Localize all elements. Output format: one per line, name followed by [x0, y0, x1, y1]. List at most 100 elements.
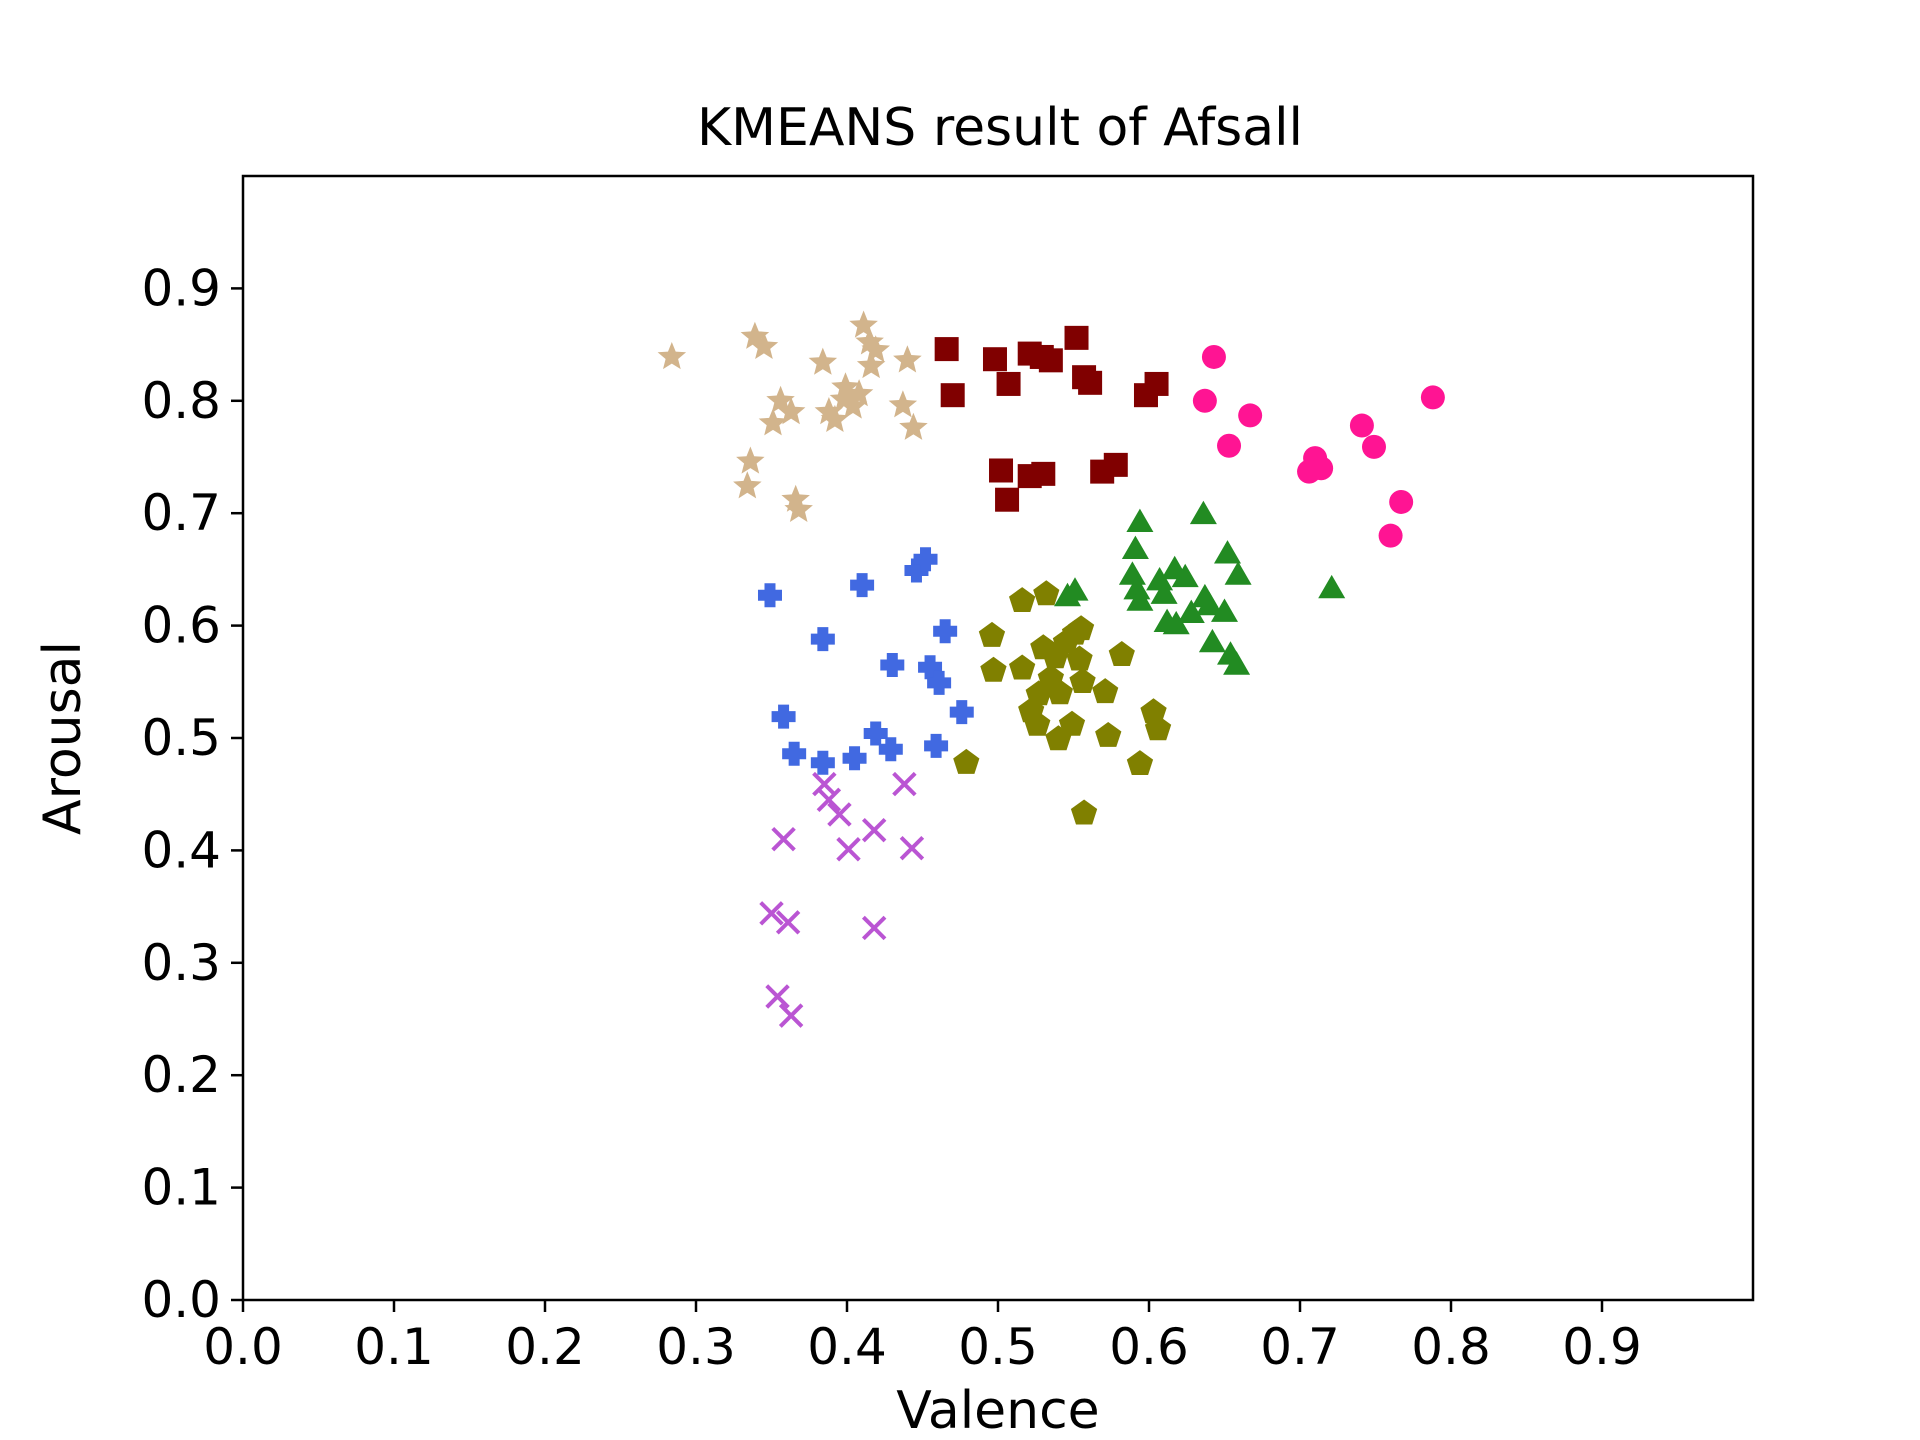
- data-point: [775, 910, 801, 935]
- data-point: [759, 901, 784, 926]
- chart-title: KMEANS result of Afsall: [697, 98, 1303, 158]
- y-axis-label: Arousal: [33, 641, 93, 835]
- data-point: [934, 337, 959, 362]
- y-tick-label: 0.6: [141, 597, 221, 655]
- data-point: [850, 573, 875, 598]
- x-tick-label: 0.8: [1411, 1318, 1491, 1376]
- data-point: [1171, 563, 1199, 588]
- y-tick-label: 0.7: [141, 484, 221, 542]
- data-point: [1192, 388, 1217, 413]
- plot-area-frame: [241, 174, 1755, 1302]
- data-point: [784, 494, 813, 522]
- data-point: [855, 327, 884, 355]
- y-tick-label: 0.5: [141, 709, 221, 767]
- data-point: [861, 335, 890, 363]
- x-tick-label: 0.5: [958, 1318, 1038, 1376]
- data-point: [995, 487, 1020, 512]
- data-point: [1121, 535, 1149, 559]
- data-point: [1095, 722, 1122, 747]
- data-point: [888, 390, 918, 418]
- data-point: [771, 826, 796, 852]
- y-tick-label: 0.8: [141, 372, 221, 430]
- data-point: [1070, 799, 1098, 825]
- data-point: [1031, 461, 1056, 486]
- data-point: [1067, 615, 1095, 641]
- data-point: [927, 670, 952, 695]
- data-point: [989, 458, 1014, 483]
- data-point: [1217, 433, 1242, 458]
- data-point: [733, 471, 762, 499]
- data-point: [1126, 508, 1154, 532]
- data-point: [1126, 587, 1154, 611]
- x-tick-label: 0.3: [656, 1318, 736, 1376]
- data-point: [778, 1003, 804, 1028]
- data-point: [1162, 610, 1190, 635]
- data-point: [924, 733, 949, 758]
- series-triangle: [1054, 500, 1346, 675]
- data-point: [844, 379, 874, 407]
- data-point: [1058, 710, 1086, 736]
- y-tick-label: 0.4: [141, 821, 221, 879]
- data-point: [1420, 385, 1445, 410]
- data-point: [1038, 348, 1063, 373]
- data-point: [899, 412, 928, 440]
- data-point: [933, 619, 958, 644]
- x-axis-label: Valence: [896, 1381, 1099, 1440]
- data-point: [842, 746, 867, 771]
- data-point: [765, 984, 790, 1009]
- data-point: [1195, 591, 1223, 616]
- data-point: [1009, 587, 1036, 612]
- data-point: [918, 655, 943, 680]
- data-point: [996, 371, 1021, 396]
- series-pentagon: [953, 580, 1172, 825]
- data-point: [810, 750, 835, 775]
- data-point: [1378, 523, 1403, 548]
- data-point: [982, 347, 1007, 372]
- x-tick-label: 0.4: [807, 1318, 887, 1376]
- data-point: [808, 347, 838, 375]
- data-point: [940, 383, 965, 408]
- data-point: [953, 748, 980, 774]
- y-tick-label: 0.1: [141, 1159, 221, 1217]
- data-point: [1069, 668, 1096, 693]
- x-tick-label: 0.0: [203, 1318, 283, 1376]
- data-point: [861, 915, 887, 941]
- y-tick-label: 0.2: [141, 1046, 221, 1104]
- data-point: [1214, 540, 1241, 564]
- data-point: [810, 627, 835, 652]
- series-circle: [1192, 344, 1445, 548]
- data-point: [1318, 574, 1346, 599]
- data-point: [776, 397, 806, 425]
- x-axis-ticks: 0.0 0.1 0.2 0.3 0.4 0.5 0.6 0.7 0.8 0.9: [203, 1300, 1642, 1376]
- data-point: [1108, 641, 1135, 666]
- data-point: [1123, 576, 1151, 600]
- data-point: [749, 331, 779, 359]
- series-star: [657, 310, 928, 522]
- data-point: [1238, 403, 1263, 428]
- data-point: [1144, 715, 1172, 741]
- data-point: [1078, 370, 1103, 395]
- data-point: [1118, 561, 1146, 585]
- data-point: [1177, 599, 1205, 623]
- data-point: [1201, 344, 1226, 369]
- data-point: [893, 345, 922, 373]
- data-point: [812, 771, 837, 797]
- data-point: [1361, 434, 1386, 459]
- data-point: [1198, 628, 1226, 653]
- data-point: [758, 408, 788, 436]
- x-tick-label: 0.7: [1260, 1318, 1340, 1376]
- data-point: [816, 787, 842, 813]
- data-point: [827, 802, 852, 827]
- data-point: [1349, 413, 1374, 438]
- data-point: [1389, 489, 1414, 514]
- data-point: [1092, 678, 1119, 704]
- data-point: [849, 310, 878, 338]
- x-tick-label: 0.6: [1109, 1318, 1189, 1376]
- data-point: [757, 583, 782, 608]
- data-points: [657, 310, 1445, 1028]
- y-tick-label: 0.3: [141, 934, 221, 992]
- data-point: [1033, 580, 1060, 606]
- y-axis-ticks: 0.0 0.1 0.2 0.3 0.4 0.5 0.6 0.7 0.8 0.9: [141, 259, 243, 1329]
- data-point: [838, 391, 868, 419]
